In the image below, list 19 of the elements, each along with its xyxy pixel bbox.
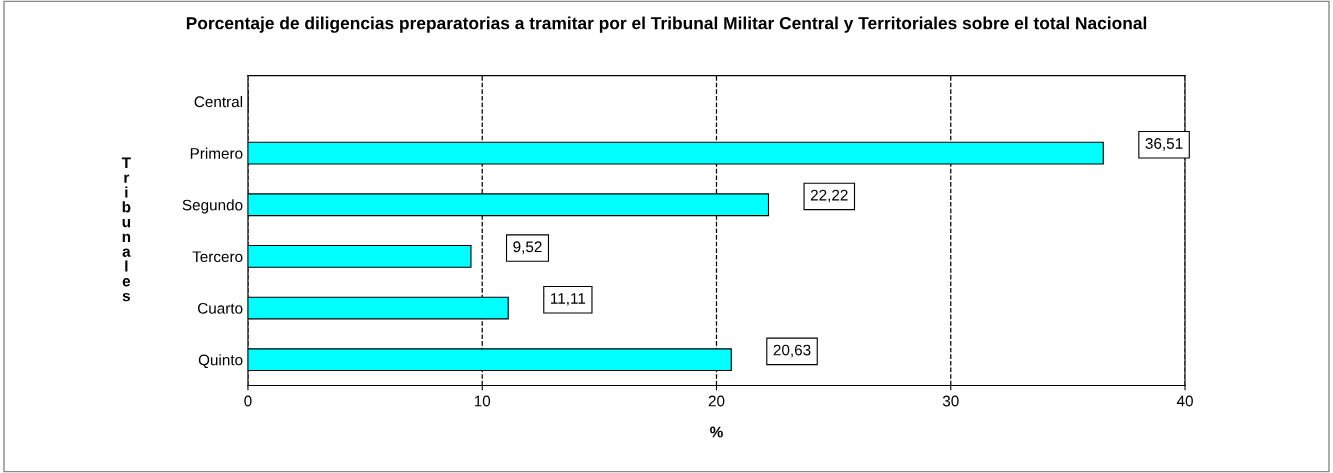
- data-label: 22,22: [810, 189, 848, 203]
- x-tick-label: 10: [474, 395, 491, 407]
- y-tick-label: Tercero: [192, 251, 243, 263]
- data-label: 36,51: [1145, 138, 1183, 151]
- x-tick-label: 30: [942, 395, 959, 407]
- y-tick-label: Segundo: [182, 199, 243, 214]
- x-tick-label: 20: [708, 395, 725, 407]
- y-tick-label: Cuarto: [198, 302, 243, 314]
- chart-title: Porcentaje de diligencias preparatorias a tramitar por el Tribunal Militar Central y Territoriales sobre el total Nacional: [186, 16, 1147, 33]
- data-label: 20,63: [773, 344, 811, 358]
- y-tick-label: Primero: [190, 147, 243, 159]
- x-axis-title: %: [710, 426, 723, 438]
- data-label: 9,52: [513, 241, 542, 254]
- y-tick-label: Central: [194, 95, 243, 108]
- data-label: 11,11: [551, 293, 586, 306]
- y-tick-label: Quinto: [198, 354, 243, 369]
- x-tick-label: 0: [244, 395, 252, 407]
- x-tick-label: 40: [1176, 395, 1193, 407]
- text: Tribunales: [121, 157, 131, 302]
